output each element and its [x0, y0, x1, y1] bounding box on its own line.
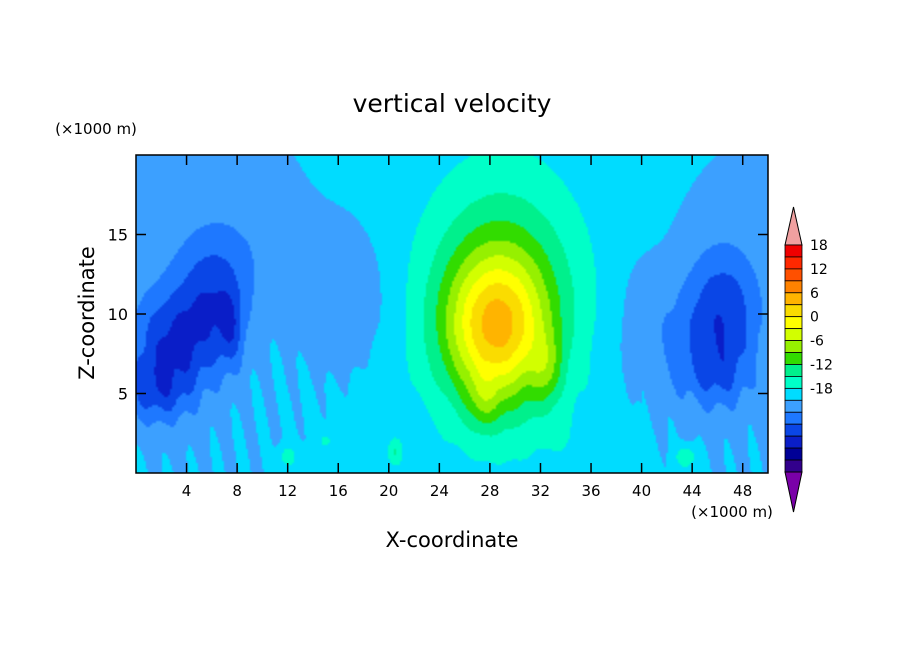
colorbar-cell — [784, 328, 803, 341]
y-axis-label: Z-coordinate — [75, 246, 99, 380]
contour-field — [136, 155, 768, 473]
colorbar-cell — [784, 268, 803, 282]
x-axis-ticks: 4 8 12 16 20 24 28 32 36 40 44 48 — [182, 155, 752, 500]
plot-frame — [135, 154, 769, 474]
colorbar-cell — [784, 256, 803, 270]
colorbar-max-extension — [784, 206, 803, 246]
x-tick-label: 40 — [632, 482, 651, 500]
y-axis-unit: (×1000 m) — [55, 120, 137, 138]
colorbar-cell — [784, 352, 803, 365]
colorbar — [784, 206, 803, 513]
x-tick-label: 44 — [683, 482, 702, 500]
colorbar-cell — [784, 376, 803, 389]
colorbar-label: 6 — [810, 286, 819, 302]
colorbar-cell — [784, 292, 803, 306]
colorbar-label: -12 — [810, 357, 833, 373]
colorbar-cell — [784, 304, 803, 318]
colorbar-cell — [784, 244, 803, 258]
colorbar-cell — [784, 399, 803, 413]
x-tick-label: 28 — [480, 482, 499, 500]
colorbar-labels: 18 12 6 0 -6 -12 -18 — [810, 238, 833, 397]
chart-title: vertical velocity — [353, 89, 552, 118]
x-tick-label: 20 — [379, 482, 398, 500]
colorbar-cell — [784, 435, 803, 449]
colorbar-cell — [784, 280, 803, 294]
colorbar-label: -18 — [810, 381, 833, 397]
x-tick-label: 8 — [232, 482, 242, 500]
x-tick-label: 16 — [329, 482, 348, 500]
colorbar-cell — [784, 447, 803, 461]
colorbar-cell — [784, 459, 803, 473]
colorbar-cell — [784, 411, 803, 425]
colorbar-cell — [784, 364, 803, 377]
colorbar-cell — [784, 387, 803, 401]
x-axis-label: X-coordinate — [386, 528, 519, 552]
y-tick-label: 15 — [108, 226, 128, 245]
y-tick-label: 5 — [118, 385, 128, 404]
x-axis-unit: (×1000 m) — [691, 503, 773, 521]
y-axis-ticks: 5 10 15 — [108, 226, 768, 404]
x-tick-label: 24 — [430, 482, 449, 500]
colorbar-cell — [784, 340, 803, 353]
colorbar-cell — [784, 316, 803, 330]
colorbar-label: 18 — [810, 238, 828, 254]
colorbar-label: 0 — [810, 310, 819, 326]
x-tick-label: 12 — [278, 482, 297, 500]
colorbar-label: -6 — [810, 334, 824, 350]
y-tick-label: 10 — [108, 305, 128, 324]
colorbar-cell — [784, 423, 803, 437]
x-tick-label: 32 — [531, 482, 550, 500]
x-tick-label: 4 — [182, 482, 192, 500]
colorbar-label: 12 — [810, 262, 828, 278]
x-tick-label: 36 — [581, 482, 600, 500]
x-tick-label: 48 — [733, 482, 752, 500]
colorbar-min-extension — [784, 471, 803, 513]
